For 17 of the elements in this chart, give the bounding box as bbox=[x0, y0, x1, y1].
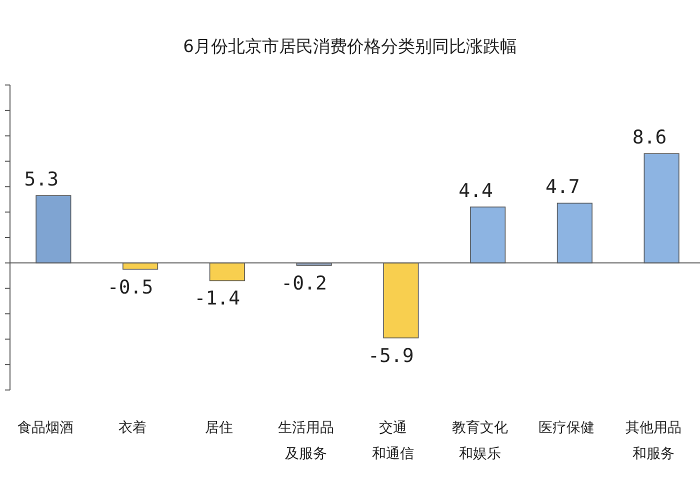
x-tick-label: 医疗保健 bbox=[538, 420, 595, 436]
x-tick-label: 居住 bbox=[205, 420, 234, 436]
x-tick-label: 衣着 bbox=[118, 420, 146, 436]
data-label: -1.4 bbox=[194, 288, 240, 310]
data-label: -0.2 bbox=[281, 272, 327, 294]
x-tick-label: 食品烟酒 bbox=[17, 420, 74, 436]
x-tick-label: 教育文化和娱乐 bbox=[452, 419, 508, 462]
x-tick-label: 生活用品及服务 bbox=[278, 420, 334, 462]
data-label: -0.5 bbox=[107, 276, 154, 298]
data-label: 4.7 bbox=[546, 176, 580, 198]
chart-title: 6月份北京市居民消费价格分类别同比涨跌幅 bbox=[183, 37, 517, 57]
data-label: -5.9 bbox=[368, 344, 414, 367]
data-label: 5.3 bbox=[24, 168, 59, 191]
x-tick-label: 其他用品和服务 bbox=[626, 420, 682, 462]
x-tick-label: 交通和通信 bbox=[372, 420, 414, 462]
data-label: 4.4 bbox=[458, 180, 493, 202]
data-label: 8.6 bbox=[632, 126, 667, 149]
